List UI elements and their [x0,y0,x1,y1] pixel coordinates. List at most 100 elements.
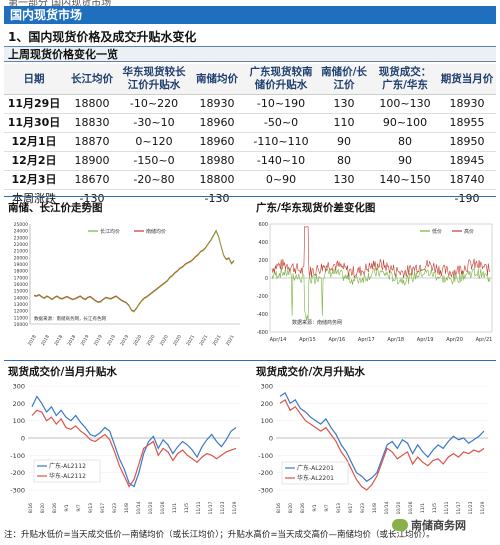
y-tick-label: -200 [258,469,273,477]
x-tick-label: 10/8 [372,503,378,513]
x-tick-label: Apr/16 [329,337,346,343]
x-tick-label: 2021 [185,334,196,347]
y-tick-label: -300 [10,487,25,495]
cell: 18670 [64,170,120,190]
table-row: 12月2日 18900 -150~0 18980 -140~10 80 90 1… [4,151,496,171]
footnote: 注：升贴水低价=当天成交低价—南储均价（或长江均价）；升贴水高价=当天成交高价—… [4,530,435,540]
cell: -10~220 [120,94,188,114]
chart-next-month: 300 200 100 0 -100 -200 -300 8/16 8/20 8/26 9/1 9/7… [252,378,496,524]
cell: -130 [204,192,230,205]
y-tick-label: -100 [258,452,273,460]
x-tick-label: Apr/17 [358,337,375,343]
y-tick-label: 0 [269,435,273,443]
legend-label: 南储均价 [146,228,166,235]
y-tick-label: 0 [21,435,25,443]
x-tick-label: 11/1 [420,503,426,513]
x-tick-label: 8/16 [276,503,282,513]
x-tick-label: Apr/18 [387,337,404,343]
x-tick-label: 9/13 [88,503,94,513]
y-tick-label: 21000 [14,249,28,255]
chart-title-spread: 广东/华东现货价差变化图 [256,202,376,214]
chart-source: 数据来源：南储商务网 [292,319,342,326]
x-tick-label: 2020 [172,334,183,347]
y-tick-label: 300 [13,383,25,391]
top-cut-header: 第一部分 国内现货市场 [8,0,112,9]
y-tick-label: 200 [261,400,273,408]
y-tick-label: 15000 [14,289,28,295]
x-tick-label: 10/26 [408,501,414,514]
cell: 18900 [64,151,120,171]
cell: 12月3日 [4,170,64,190]
x-tick-label: 10/14 [136,501,142,514]
cell: 12月1日 [4,132,64,152]
legend-label: 广东-AL2112 [49,462,86,470]
divider [4,360,496,361]
x-tick-label: 2020 [132,334,143,347]
legend-label: 华东-AL2112 [49,472,86,480]
col-header: 期货当月价 [438,64,496,95]
col-header: 现货成交：广东/华东 [372,64,438,95]
x-tick-label: 10/20 [396,501,402,514]
x-tick-label: 11/5 [432,503,438,513]
cell [120,190,188,209]
x-tick-label: 2020 [146,334,157,347]
y-tick-label: 18000 [14,269,28,275]
cell: 90~100 [372,113,438,133]
x-tick-label: Apr/21 [476,337,493,343]
cell: 130 [316,170,372,190]
legend-label: 低价 [432,228,442,235]
x-tick-label: 11/23 [220,501,226,514]
cell: 18870 [64,132,120,152]
x-tick-label: 11/17 [456,501,462,514]
series-line-guangdong [279,392,485,483]
cell: 18930 [438,94,496,114]
x-tick-label: Apr/19 [417,337,434,343]
watermark-text: 南储商务网 [411,519,466,532]
x-tick-label: 11/1 [172,503,178,513]
x-tick-label: 2019 [119,334,130,347]
legend-box [281,461,349,485]
legend-label: 高价 [464,228,474,235]
x-tick-label: 11/5 [184,503,190,513]
cell: 18955 [438,113,496,133]
y-tick-label: 12000 [14,309,28,315]
chart-title-next-month: 现货成交价/次月升贴水 [256,366,365,378]
y-tick-label: 23000 [14,235,28,241]
cell: 90 [316,132,372,152]
cell: 18740 [438,170,496,190]
x-tick-label: 9/23 [112,503,118,513]
y-tick-label: 11000 [14,315,28,321]
table-total-row: 本周涨跌 -130 -130 -190 [4,190,496,209]
chart-source: 数据来源：南储商务网，长江有色网 [34,315,106,322]
y-tick-label: 22000 [14,242,28,248]
y-tick-label: 300 [261,383,273,391]
chart-current-month: 300 200 100 0 -100 -200 -300 8/16 8/20 8/26 9/1 9/7… [4,378,244,524]
table-row: 12月3日 18670 -20~80 18800 0~90 130 140~15… [4,170,496,190]
cell: -30~10 [120,113,188,133]
cell [372,190,438,209]
divider [4,196,496,197]
cell: 80 [372,132,438,152]
x-tick-label: 11/29 [232,501,238,514]
y-tick-label: 200 [258,258,268,264]
y-tick-label: 17000 [14,275,28,281]
chart-title-nanchu-changjiang: 南储、长江价走势图 [8,202,103,214]
chart-spread: 600 400 200 0 -200 -400 -600 Apr/14 Apr/15 Apr/16… [252,214,496,354]
x-tick-label: Apr/14 [270,337,287,343]
x-tick-label: 8/20 [40,503,46,513]
y-tick-label: -200 [257,294,268,300]
cell: 0~120 [120,132,188,152]
y-tick-label: 25000 [14,222,28,228]
cell: 130 [316,94,372,114]
y-tick-label: 100 [261,417,273,425]
cell: 110 [316,113,372,133]
cell: 90 [372,151,438,171]
legend-box [33,459,101,483]
table-row: 11月30日 18830 -30~10 18960 -50~0 110 90~1… [4,113,496,133]
wechat-icon [392,519,408,531]
x-tick-label: 11/11 [196,501,202,514]
table-caption: 上周现货价格变化一览 [4,46,496,62]
cell: 140~150 [372,170,438,190]
y-tick-label: -600 [257,330,268,336]
x-tick-label: 2021 [212,334,223,347]
